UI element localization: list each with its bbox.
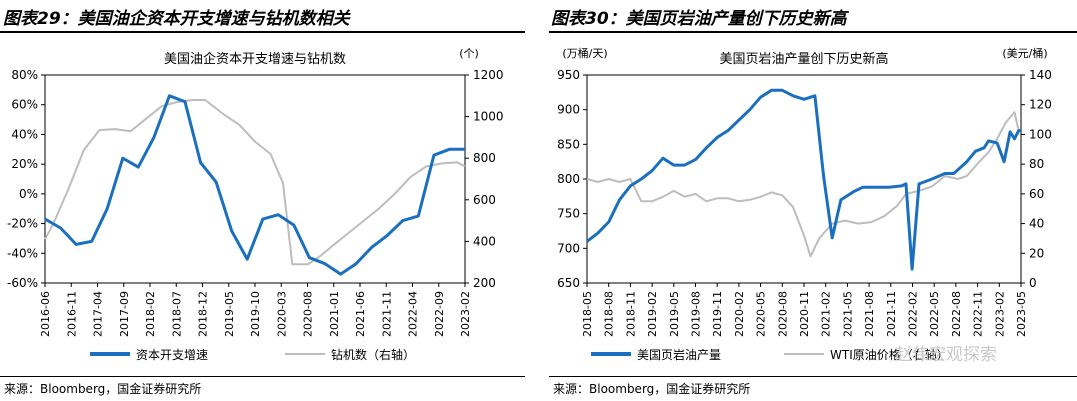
- left-axis-tick-label: 40%: [11, 127, 38, 141]
- legend-label-2: 钻机数（右轴）: [331, 347, 415, 362]
- right-axis-tick-label: 60: [1029, 187, 1044, 201]
- x-axis-tick-label: 2022-02: [907, 291, 920, 337]
- x-axis-tick-label: 2019-11: [711, 291, 724, 337]
- x-axis-tick-label: 2019-08: [690, 291, 703, 337]
- right-source-rule: [549, 376, 1077, 377]
- right-axis-tick-label: 600: [473, 193, 496, 207]
- x-axis-tick-label: 2018-08: [603, 291, 616, 337]
- right-axis-tick-label: 80: [1029, 157, 1044, 171]
- right-source: 来源：Bloomberg，国金证券研究所: [553, 382, 751, 396]
- right-axis-tick-label: 1200: [473, 68, 504, 82]
- left-source: 来源：Bloomberg，国金证券研究所: [4, 382, 202, 396]
- right-axis-unit: (个): [459, 47, 479, 60]
- series-line-1: [586, 88, 1021, 271]
- left-axis-tick-label: -60%: [7, 276, 38, 290]
- left-axis-tick-label: 850: [557, 137, 580, 151]
- left-axis-tick-label: 750: [557, 207, 580, 221]
- right-chart: 美国页岩油产量创下历史新高(万桶/天) (美元/桶)950900850800750…: [557, 46, 1052, 362]
- x-axis-tick-label: 2019-02: [646, 291, 659, 337]
- left-chart: 美国油企资本开支增速与钻机数 (个) 80% 60% 40% 20% 0% -20% -40% -…: [7, 47, 504, 362]
- x-axis-tick-label: 2018-02: [144, 291, 157, 337]
- x-axis-tick-label: 2023-02: [459, 291, 472, 337]
- x-axis-tick-label: 2020-08: [776, 291, 789, 337]
- x-axis-tick-label: 2018-12: [197, 291, 210, 337]
- x-axis-tick-label: 2020-08: [302, 291, 315, 337]
- right-axis-tick-label: 140: [1029, 68, 1052, 82]
- left-axis-tick-label: 950: [557, 68, 580, 82]
- x-axis-tick-label: 2017-04: [92, 291, 105, 337]
- left-axis-tick-label: 650: [557, 276, 580, 290]
- left-axis-tick-label: 0%: [19, 187, 38, 201]
- series-line-2: [586, 111, 1020, 258]
- right-axis-tick-label: 1000: [473, 110, 504, 124]
- chart-title: 美国油企资本开支增速与钻机数: [164, 51, 346, 67]
- x-axis-tick-label: 2020-11: [798, 291, 811, 337]
- x-axis-tick-label: 2022-05: [928, 291, 941, 337]
- right-axis-tick-label: 40: [1029, 217, 1044, 231]
- x-axis-tick-label: 2020-02: [733, 291, 746, 337]
- right-axis-tick-label: 120: [1029, 98, 1052, 112]
- x-axis-tick-label: 2018-05: [581, 291, 594, 337]
- right-axis-tick-label: 0: [1029, 276, 1037, 290]
- x-axis-tick-label: 2020-05: [755, 291, 768, 337]
- right-axis-tick-label: 20: [1029, 246, 1044, 260]
- left-axis-tick-label: 80%: [11, 68, 38, 82]
- x-axis-tick-label: 2021-02: [820, 291, 833, 337]
- left-axis-tick-label: -20%: [7, 217, 38, 231]
- x-axis-tick-label: 2018-11: [624, 291, 637, 337]
- x-axis-tick-label: 2021-05: [841, 291, 854, 337]
- x-axis-tick-label: 2022-11: [972, 291, 985, 337]
- x-axis-tick-label: 2021-11: [380, 291, 393, 337]
- x-axis-tick-label: 2019-05: [668, 291, 681, 337]
- left-axis-unit: (万桶/天): [562, 46, 607, 60]
- right-figure-title: 图表30：美国页岩油产量创下历史新高: [551, 9, 847, 29]
- legend-label-1: 资本开支增速: [136, 348, 208, 362]
- legend-label-2: WTI原油价格（右轴）: [830, 347, 949, 362]
- right-axis-tick-label: 400: [473, 234, 496, 248]
- left-axis-tick-label: -40%: [7, 246, 38, 260]
- left-axis-tick-label: 800: [557, 172, 580, 186]
- x-axis-tick-label: 2019-10: [249, 291, 262, 337]
- x-axis-tick-label: 2016-11: [65, 291, 78, 337]
- left-axis-tick-label: 900: [557, 103, 580, 117]
- legend-label-1: 美国页岩油产量: [637, 347, 721, 362]
- series-line-2: [44, 99, 466, 266]
- x-axis-tick-label: 2021-11: [885, 291, 898, 337]
- x-axis-tick-label: 2022-04: [407, 291, 420, 337]
- x-axis-tick-label: 2022-09: [433, 291, 446, 337]
- watermark: 赵伟宏观探索: [895, 345, 997, 365]
- x-axis-tick-label: 2020-03: [275, 291, 288, 337]
- right-axis-unit: (美元/桶): [1002, 46, 1047, 60]
- x-axis-tick-label: 2016-06: [39, 291, 52, 337]
- x-axis-tick-label: 2021-06: [354, 291, 367, 337]
- right-title-rule: [549, 31, 1077, 33]
- right-axis-tick-label: 200: [473, 276, 496, 290]
- plot-frame: [44, 74, 466, 284]
- left-axis-tick-label: 20%: [11, 157, 38, 171]
- series-line-1: [44, 94, 465, 276]
- x-axis-tick-label: 2019-05: [223, 291, 236, 337]
- left-title-rule: [0, 31, 525, 33]
- x-axis-tick-label: 2021-01: [328, 291, 341, 337]
- right-axis-tick-label: 800: [473, 151, 496, 165]
- left-source-rule: [0, 376, 525, 377]
- x-axis-tick-label: 2023-02: [993, 291, 1006, 337]
- x-axis-tick-label: 2017-09: [118, 291, 131, 337]
- left-figure-title: 图表29：美国油企资本开支增速与钻机数相关: [3, 9, 350, 29]
- chart-title: 美国页岩油产量创下历史新高: [719, 51, 888, 67]
- x-axis-tick-label: 2021-08: [863, 291, 876, 337]
- x-axis-tick-label: 2018-07: [170, 291, 183, 337]
- left-axis-tick-label: 700: [557, 241, 580, 255]
- x-axis-tick-label: 2023-05: [1015, 291, 1028, 337]
- x-axis-tick-label: 2022-08: [950, 291, 963, 337]
- left-axis-tick-label: 60%: [11, 98, 38, 112]
- right-axis-tick-label: 100: [1029, 127, 1052, 141]
